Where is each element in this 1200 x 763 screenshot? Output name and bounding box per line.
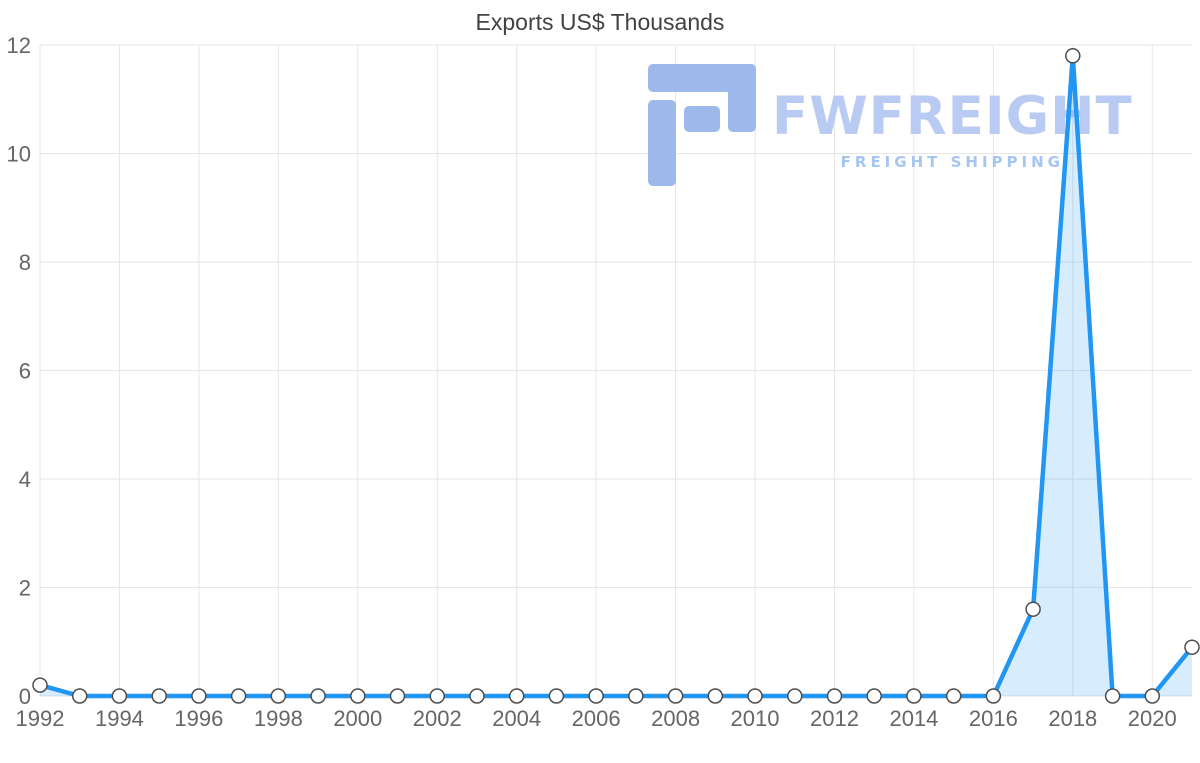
data-point-marker (1184, 639, 1200, 655)
data-point-marker (429, 688, 445, 704)
data-point-marker (985, 688, 1002, 704)
data-point-marker (945, 688, 962, 704)
x-tick-label: 2018 (1048, 706, 1097, 731)
x-tick-label: 2014 (889, 706, 938, 731)
x-tick-label: 2000 (333, 706, 382, 731)
data-point-marker (191, 688, 207, 704)
data-point-marker (350, 688, 366, 704)
x-tick-label: 2008 (651, 706, 700, 731)
watermark: FWFREIGHT FREIGHT SHIPPING (648, 64, 1133, 186)
data-point-marker (230, 688, 247, 704)
x-tick-label: 2012 (810, 706, 859, 731)
data-point-marker (389, 688, 406, 704)
data-point-marker (548, 688, 565, 704)
data-point-marker (270, 688, 287, 704)
x-tick-label: 1998 (254, 706, 303, 731)
data-point-marker (628, 688, 644, 704)
data-point-marker (310, 688, 326, 704)
data-point-marker (787, 688, 803, 704)
data-point-marker (826, 688, 843, 704)
data-point-marker (1065, 48, 1081, 64)
y-tick-label: 8 (19, 250, 31, 275)
x-tick-label: 2006 (572, 706, 621, 731)
data-point-marker (32, 677, 48, 693)
chart-title: Exports US$ Thousands (475, 9, 725, 35)
x-tick-label: 2020 (1128, 706, 1177, 731)
data-point-marker (707, 688, 724, 704)
data-point-marker (588, 688, 604, 704)
fwfreight-logo-icon (648, 64, 756, 186)
data-point-marker (151, 688, 167, 704)
y-tick-label: 12 (7, 33, 31, 58)
data-point-marker (469, 688, 485, 704)
data-point-marker (747, 688, 763, 704)
data-point-marker (1104, 688, 1121, 704)
data-point-marker (111, 688, 128, 704)
x-tick-label: 2010 (731, 706, 780, 731)
data-point-marker (906, 688, 922, 704)
y-tick-label: 4 (19, 467, 31, 492)
data-point-marker (667, 688, 684, 704)
x-tick-label: 2002 (413, 706, 462, 731)
x-tick-label: 1992 (16, 706, 65, 731)
data-point-marker (508, 688, 525, 704)
watermark-tagline-text: FREIGHT SHIPPING (840, 153, 1064, 171)
data-point-marker (71, 688, 88, 704)
data-point-marker (866, 688, 882, 704)
x-tick-label: 2016 (969, 706, 1018, 731)
data-point-marker (1144, 688, 1161, 704)
series-line (37, 53, 1195, 699)
y-tick-label: 10 (7, 142, 31, 167)
x-tick-label: 1996 (174, 706, 223, 731)
y-tick-label: 0 (19, 684, 31, 709)
data-point-marker (1025, 601, 1041, 617)
y-tick-label: 6 (19, 359, 31, 384)
x-tick-label: 2004 (492, 706, 541, 731)
area-fill (40, 55, 1192, 697)
x-tick-label: 1994 (95, 706, 144, 731)
y-tick-label: 2 (19, 576, 31, 601)
